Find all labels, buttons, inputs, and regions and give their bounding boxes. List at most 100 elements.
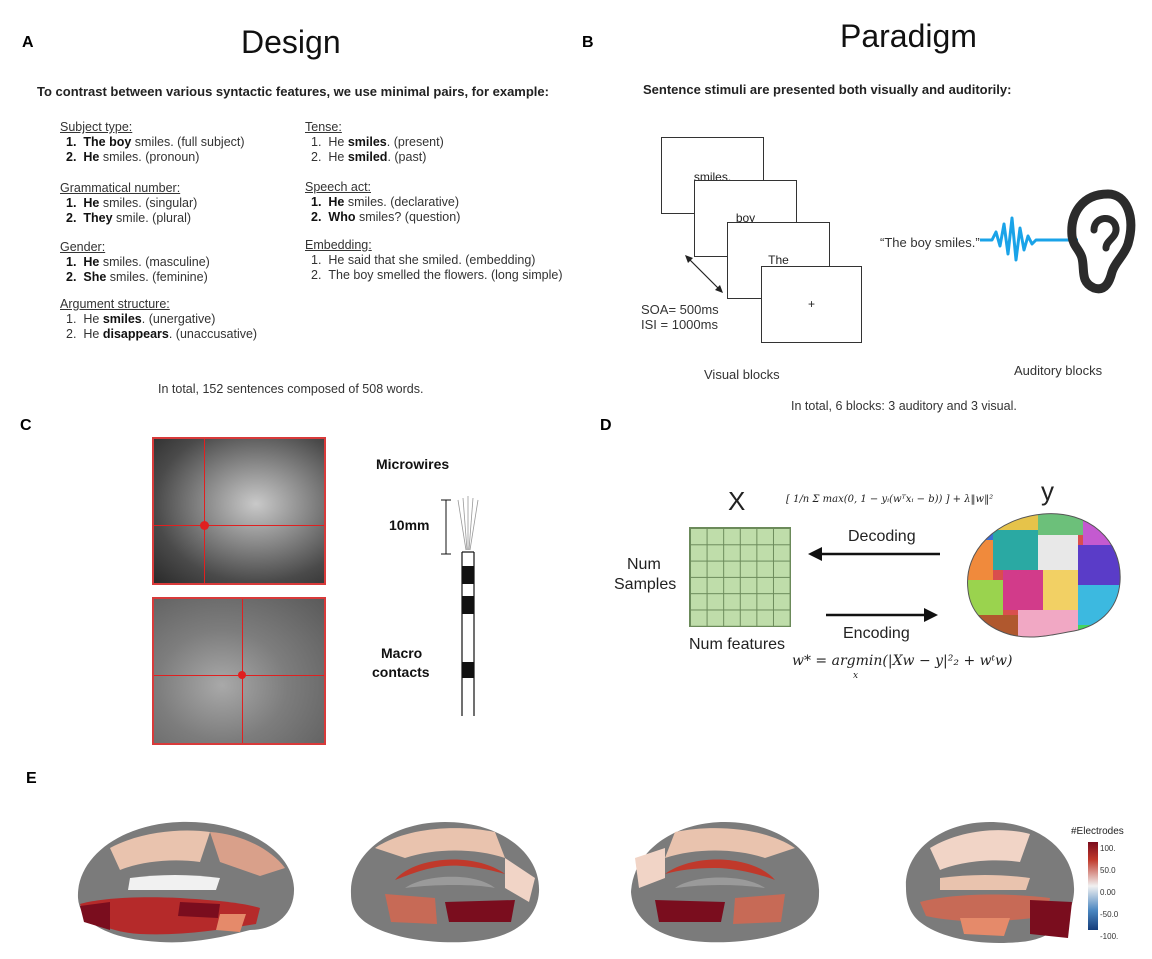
example-text: smiles. (pronoun) xyxy=(99,150,200,164)
design-total: In total, 152 sentences composed of 508 … xyxy=(158,382,424,396)
example-text: . (unergative) xyxy=(141,312,216,326)
design-lead: To contrast between various syntactic fe… xyxy=(37,84,549,99)
colorbar-gradient xyxy=(1088,842,1098,930)
example-text: smiles. (declarative) xyxy=(344,195,459,209)
example-sentence: 1. He smiles. (masculine) xyxy=(66,255,210,270)
panel-label-b: B xyxy=(582,34,594,51)
example-text: He xyxy=(328,150,348,164)
colorbar-tick: -100. xyxy=(1100,932,1119,941)
mri-axial-image xyxy=(152,597,326,745)
category-heading: Speech act: xyxy=(305,180,372,194)
design-title: Design xyxy=(241,24,341,60)
example-text: smiles. (singular) xyxy=(99,196,198,210)
paradigm-title: Paradigm xyxy=(840,18,977,54)
example-sentence: 2. He smiles. (pronoun) xyxy=(66,150,199,165)
example-emphasis: He xyxy=(328,195,345,209)
example-sentence: 2. They smile. (plural) xyxy=(66,211,191,226)
fixation-cross: + xyxy=(807,297,815,311)
example-text: He said that she smiled. (embedding) xyxy=(328,253,536,267)
category-heading: Subject type: xyxy=(60,120,133,134)
y-target-label: y xyxy=(1041,476,1054,506)
colorbar-tick: 0.00 xyxy=(1100,888,1116,897)
num-features-label: Num features xyxy=(689,636,786,653)
example-emphasis: smiled xyxy=(347,150,388,164)
example-emphasis: He xyxy=(83,196,100,210)
example-text: . (present) xyxy=(386,135,444,149)
example-text: The boy smelled the flowers. (long simpl… xyxy=(328,268,563,282)
paradigm-total: In total, 6 blocks: 3 auditory and 3 vis… xyxy=(791,399,1017,413)
example-text: He xyxy=(83,327,103,341)
example-number: 2. xyxy=(66,150,77,164)
example-text: smiles. (feminine) xyxy=(106,270,208,284)
example-text: smiles. (masculine) xyxy=(99,255,210,269)
auditory-quote: “The boy smiles.” xyxy=(880,235,980,250)
num-samples-label-1: Num xyxy=(627,556,661,573)
panel-label-c: C xyxy=(20,417,32,434)
example-emphasis: He xyxy=(83,150,100,164)
example-sentence: 1. He smiles. (singular) xyxy=(66,196,197,211)
decoding-arrow-icon xyxy=(808,547,940,561)
category-heading: Gender: xyxy=(60,240,106,254)
decoding-label: Decoding xyxy=(848,528,916,545)
electrode-probe-icon xyxy=(441,496,479,716)
slide-word-3: The xyxy=(768,253,789,267)
soa-arrow-icon xyxy=(685,255,723,293)
brain-medial-right xyxy=(631,822,820,943)
panel-label-d: D xyxy=(600,417,612,434)
encoding-formula: w* = argmin(|Xw − y|²₂ + wᵗw) xyxy=(792,653,1013,669)
scale-label: 10mm xyxy=(389,517,430,533)
example-text: . (past) xyxy=(387,150,427,164)
example-number: 1. xyxy=(66,196,77,210)
ear-icon xyxy=(1067,189,1136,294)
colorbar-tick: 100. xyxy=(1100,844,1116,853)
soa-label: SOA= 500ms xyxy=(641,302,719,317)
example-number: 2. xyxy=(66,270,77,284)
visual-blocks-label: Visual blocks xyxy=(704,367,780,382)
panel-label-e: E xyxy=(26,770,37,787)
example-number: 1. xyxy=(311,195,322,209)
encoding-arrow-icon xyxy=(826,608,938,622)
isi-label: ISI = 1000ms xyxy=(641,317,718,332)
example-emphasis: smiles xyxy=(347,135,387,149)
example-text: smile. (plural) xyxy=(112,211,192,225)
paradigm-lead: Sentence stimuli are presented both visu… xyxy=(643,82,1012,97)
example-text: He xyxy=(328,135,348,149)
stimulus-slide-4: + xyxy=(761,266,862,343)
example-text: smiles? (question) xyxy=(355,210,461,224)
macro-label: Macro xyxy=(381,645,423,661)
example-text: He xyxy=(83,312,103,326)
example-sentence: 1. He smiles. (present) xyxy=(311,135,444,150)
category-heading: Argument structure: xyxy=(60,297,170,311)
parcellated-brain-icon xyxy=(967,513,1121,638)
example-emphasis: They xyxy=(83,211,113,225)
example-number: 2. xyxy=(66,211,77,225)
feature-matrix-grid xyxy=(689,527,791,627)
example-sentence: 2. He smiled. (past) xyxy=(311,150,426,165)
example-emphasis: He xyxy=(83,255,100,269)
brain-lateral-right xyxy=(905,822,1075,944)
decoding-formula: [ 1/n Σ max(0, 1 − yᵢ(wᵀxᵢ − b)) ] + λ‖w… xyxy=(786,494,994,505)
category-heading: Grammatical number: xyxy=(60,181,181,195)
microwires-label: Microwires xyxy=(376,456,450,472)
colorbar-tick: -50.0 xyxy=(1100,910,1119,919)
example-sentence: 1. The boy smiles. (full subject) xyxy=(66,135,245,150)
example-sentence: 1. He smiles. (declarative) xyxy=(311,195,459,210)
mri-coronal-image xyxy=(152,437,326,585)
colorbar-ticks: 100. 50.0 0.00 -50.0 -100. xyxy=(1100,838,1118,948)
category-heading: Tense: xyxy=(305,120,342,134)
example-number: 2. xyxy=(311,150,322,164)
example-emphasis: disappears xyxy=(102,327,169,341)
contacts-label: contacts xyxy=(372,664,430,680)
example-number: 1. xyxy=(311,253,322,267)
example-emphasis: smiles xyxy=(102,312,142,326)
example-emphasis: Who xyxy=(328,210,356,224)
example-sentence: 1. He said that she smiled. (embedding) xyxy=(311,253,535,268)
example-sentence: 2. He disappears. (unaccusative) xyxy=(66,327,257,342)
example-number: 2. xyxy=(311,210,322,224)
example-number: 2. xyxy=(311,268,322,282)
example-number: 1. xyxy=(66,255,77,269)
panel-label-a: A xyxy=(22,34,34,51)
encoding-formula-subscript: x xyxy=(853,671,859,681)
slide-word-2: boy xyxy=(735,211,756,225)
category-heading: Embedding: xyxy=(305,238,372,252)
